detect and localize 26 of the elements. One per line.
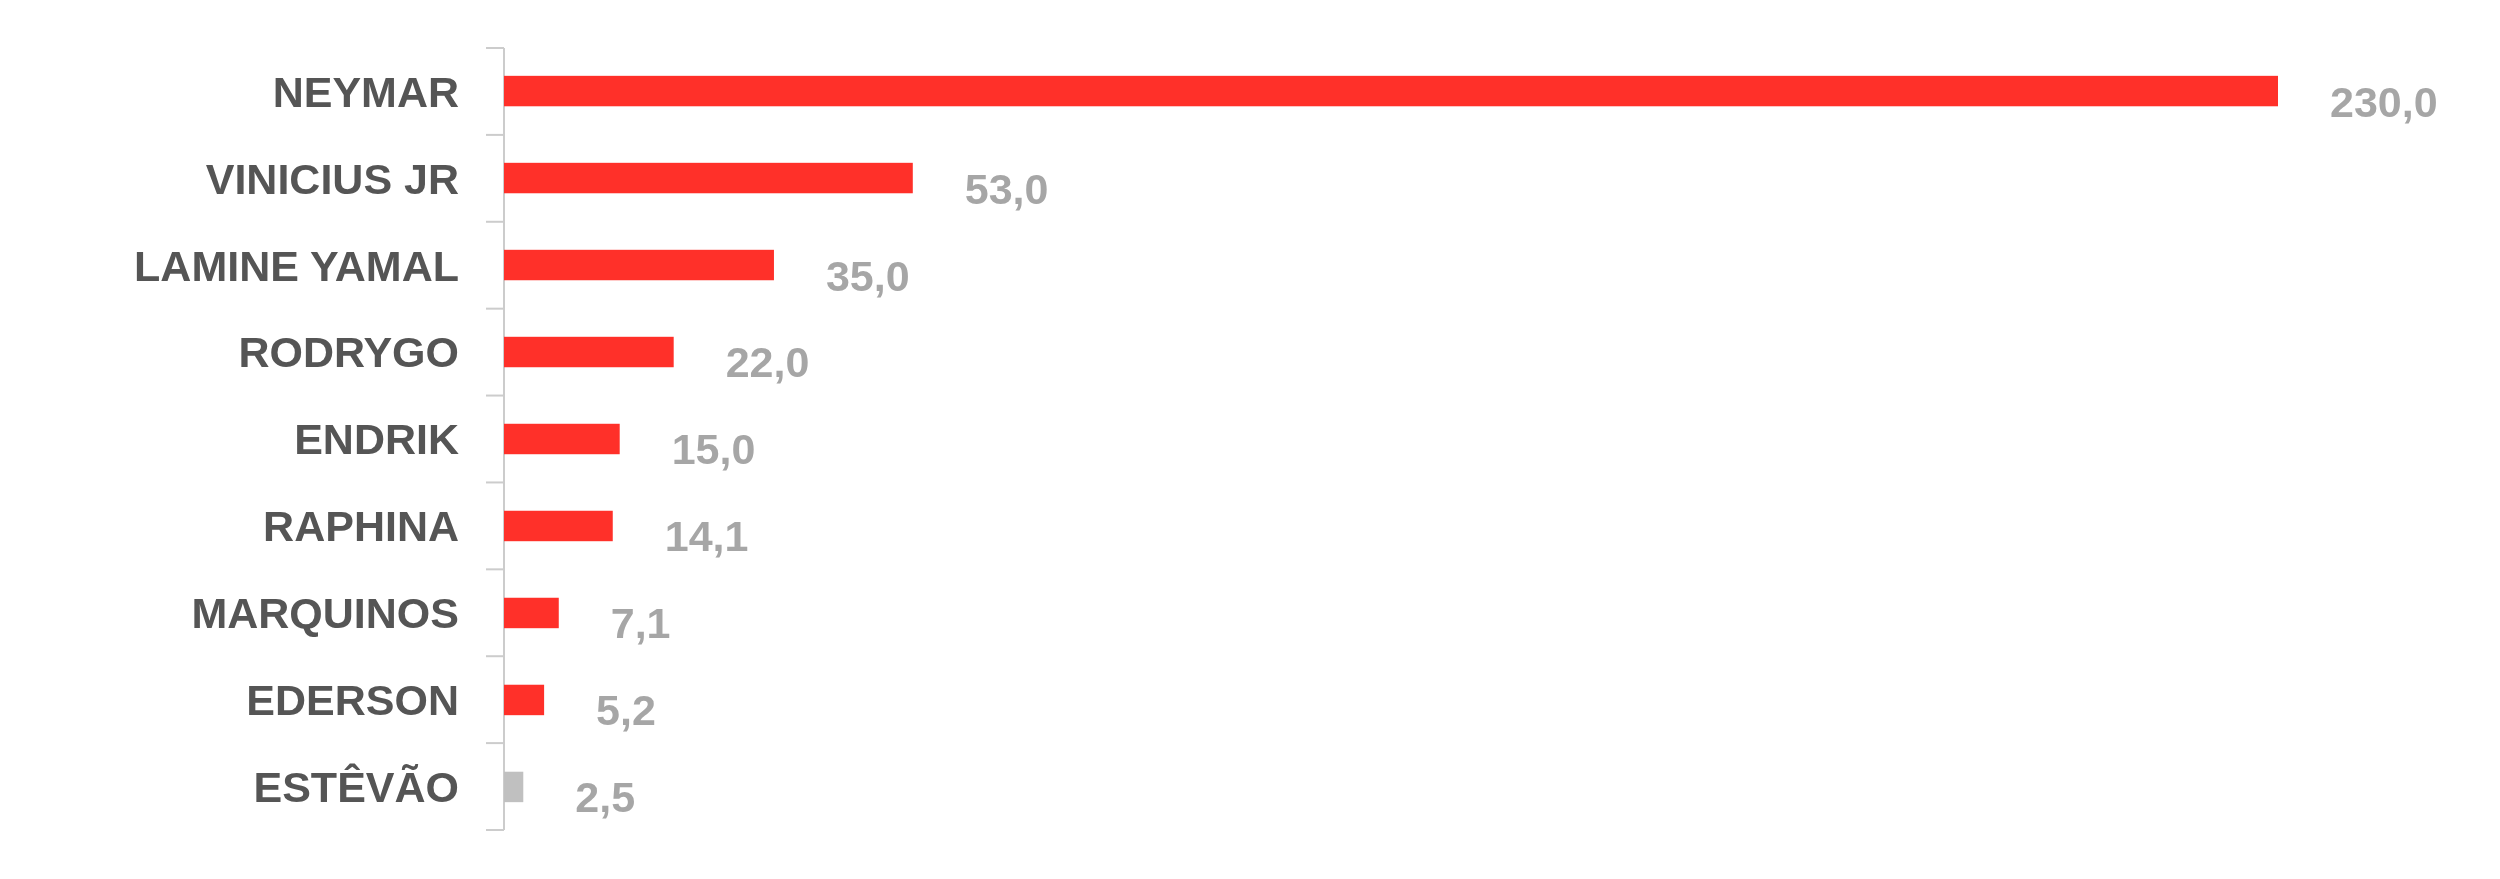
data-label: 14,1 <box>664 512 749 561</box>
bar <box>504 510 613 542</box>
data-label: 53,0 <box>964 164 1049 213</box>
y-tick-label: VINICIUS JR <box>205 154 459 203</box>
bar <box>504 162 913 194</box>
bar <box>504 597 559 629</box>
data-label: 5,2 <box>596 686 656 735</box>
y-tick-label: LAMINE YAMAL <box>134 241 459 290</box>
bar <box>504 336 674 368</box>
data-label: 15,0 <box>671 425 756 474</box>
y-tick-label: ESTÊVÃO <box>253 763 459 812</box>
y-tick-label: RODRYGO <box>238 328 459 377</box>
bar <box>504 75 2278 107</box>
y-tick-label: EDERSON <box>246 676 459 725</box>
y-tick-label: ENDRIK <box>294 415 459 464</box>
y-tick-label: NEYMAR <box>272 67 459 116</box>
data-label: 2,5 <box>575 773 636 822</box>
y-tick-label: MARQUINOS <box>191 589 459 638</box>
bar <box>504 684 545 716</box>
bar <box>504 249 774 281</box>
bar <box>504 423 620 455</box>
y-tick-label: RAPHINA <box>263 502 459 551</box>
data-label: 35,0 <box>825 251 910 300</box>
data-label: 230,0 <box>2330 77 2438 126</box>
data-label: 22,0 <box>725 338 810 387</box>
data-label: 7,1 <box>610 599 671 648</box>
